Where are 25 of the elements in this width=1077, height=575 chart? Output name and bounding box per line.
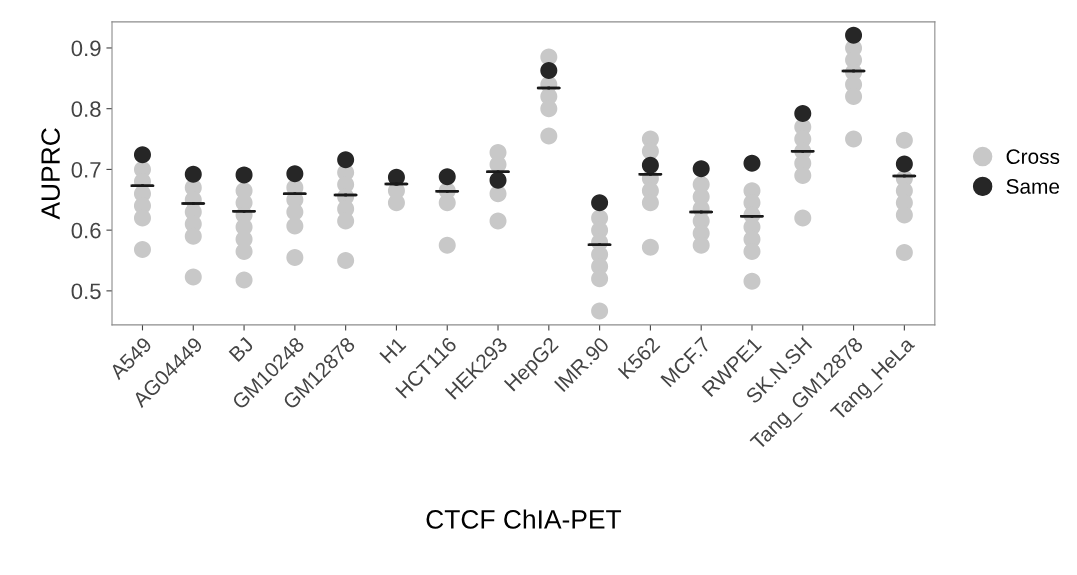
point — [438, 168, 456, 186]
point — [387, 168, 405, 186]
point — [895, 155, 913, 173]
point — [184, 165, 202, 183]
point — [235, 166, 253, 184]
point — [845, 26, 863, 44]
x-axis-title: CTCF ChIA-PET — [426, 509, 622, 529]
point — [489, 171, 507, 189]
y-tick-label: 0.7 — [71, 161, 101, 178]
y-tick-label: 0.9 — [71, 40, 101, 57]
point — [591, 194, 609, 212]
y-tick-label: 0.6 — [71, 222, 101, 239]
point — [743, 154, 761, 172]
legend-label: Cross — [1006, 149, 1060, 165]
point — [133, 146, 151, 164]
point — [540, 61, 558, 79]
point — [286, 165, 304, 183]
point — [794, 105, 812, 123]
point — [337, 151, 355, 169]
y-tick-label: 0.8 — [71, 101, 101, 117]
point — [641, 156, 659, 174]
point — [692, 160, 710, 178]
y-tick-label: 0.5 — [71, 283, 101, 300]
legend-label: Same — [1006, 179, 1060, 194]
y-axis-title: AUPRC — [41, 128, 60, 220]
